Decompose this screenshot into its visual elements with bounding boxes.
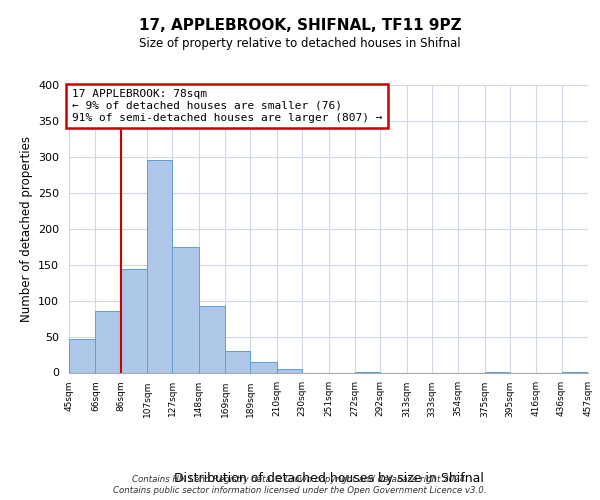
X-axis label: Distribution of detached houses by size in Shifnal: Distribution of detached houses by size … — [173, 472, 484, 485]
Bar — [199, 306, 225, 372]
Bar — [277, 369, 302, 372]
Text: Size of property relative to detached houses in Shifnal: Size of property relative to detached ho… — [139, 38, 461, 51]
Text: 17 APPLEBROOK: 78sqm
← 9% of detached houses are smaller (76)
91% of semi-detach: 17 APPLEBROOK: 78sqm ← 9% of detached ho… — [71, 90, 382, 122]
Bar — [147, 160, 172, 372]
Bar — [95, 310, 121, 372]
Y-axis label: Number of detached properties: Number of detached properties — [20, 136, 32, 322]
Text: Contains HM Land Registry data © Crown copyright and database right 2024.: Contains HM Land Registry data © Crown c… — [132, 475, 468, 484]
Bar — [69, 338, 95, 372]
Text: 17, APPLEBROOK, SHIFNAL, TF11 9PZ: 17, APPLEBROOK, SHIFNAL, TF11 9PZ — [139, 18, 461, 32]
Bar — [250, 362, 277, 372]
Bar — [172, 246, 199, 372]
Text: Contains public sector information licensed under the Open Government Licence v3: Contains public sector information licen… — [113, 486, 487, 495]
Bar — [225, 351, 250, 372]
Bar — [121, 269, 147, 372]
